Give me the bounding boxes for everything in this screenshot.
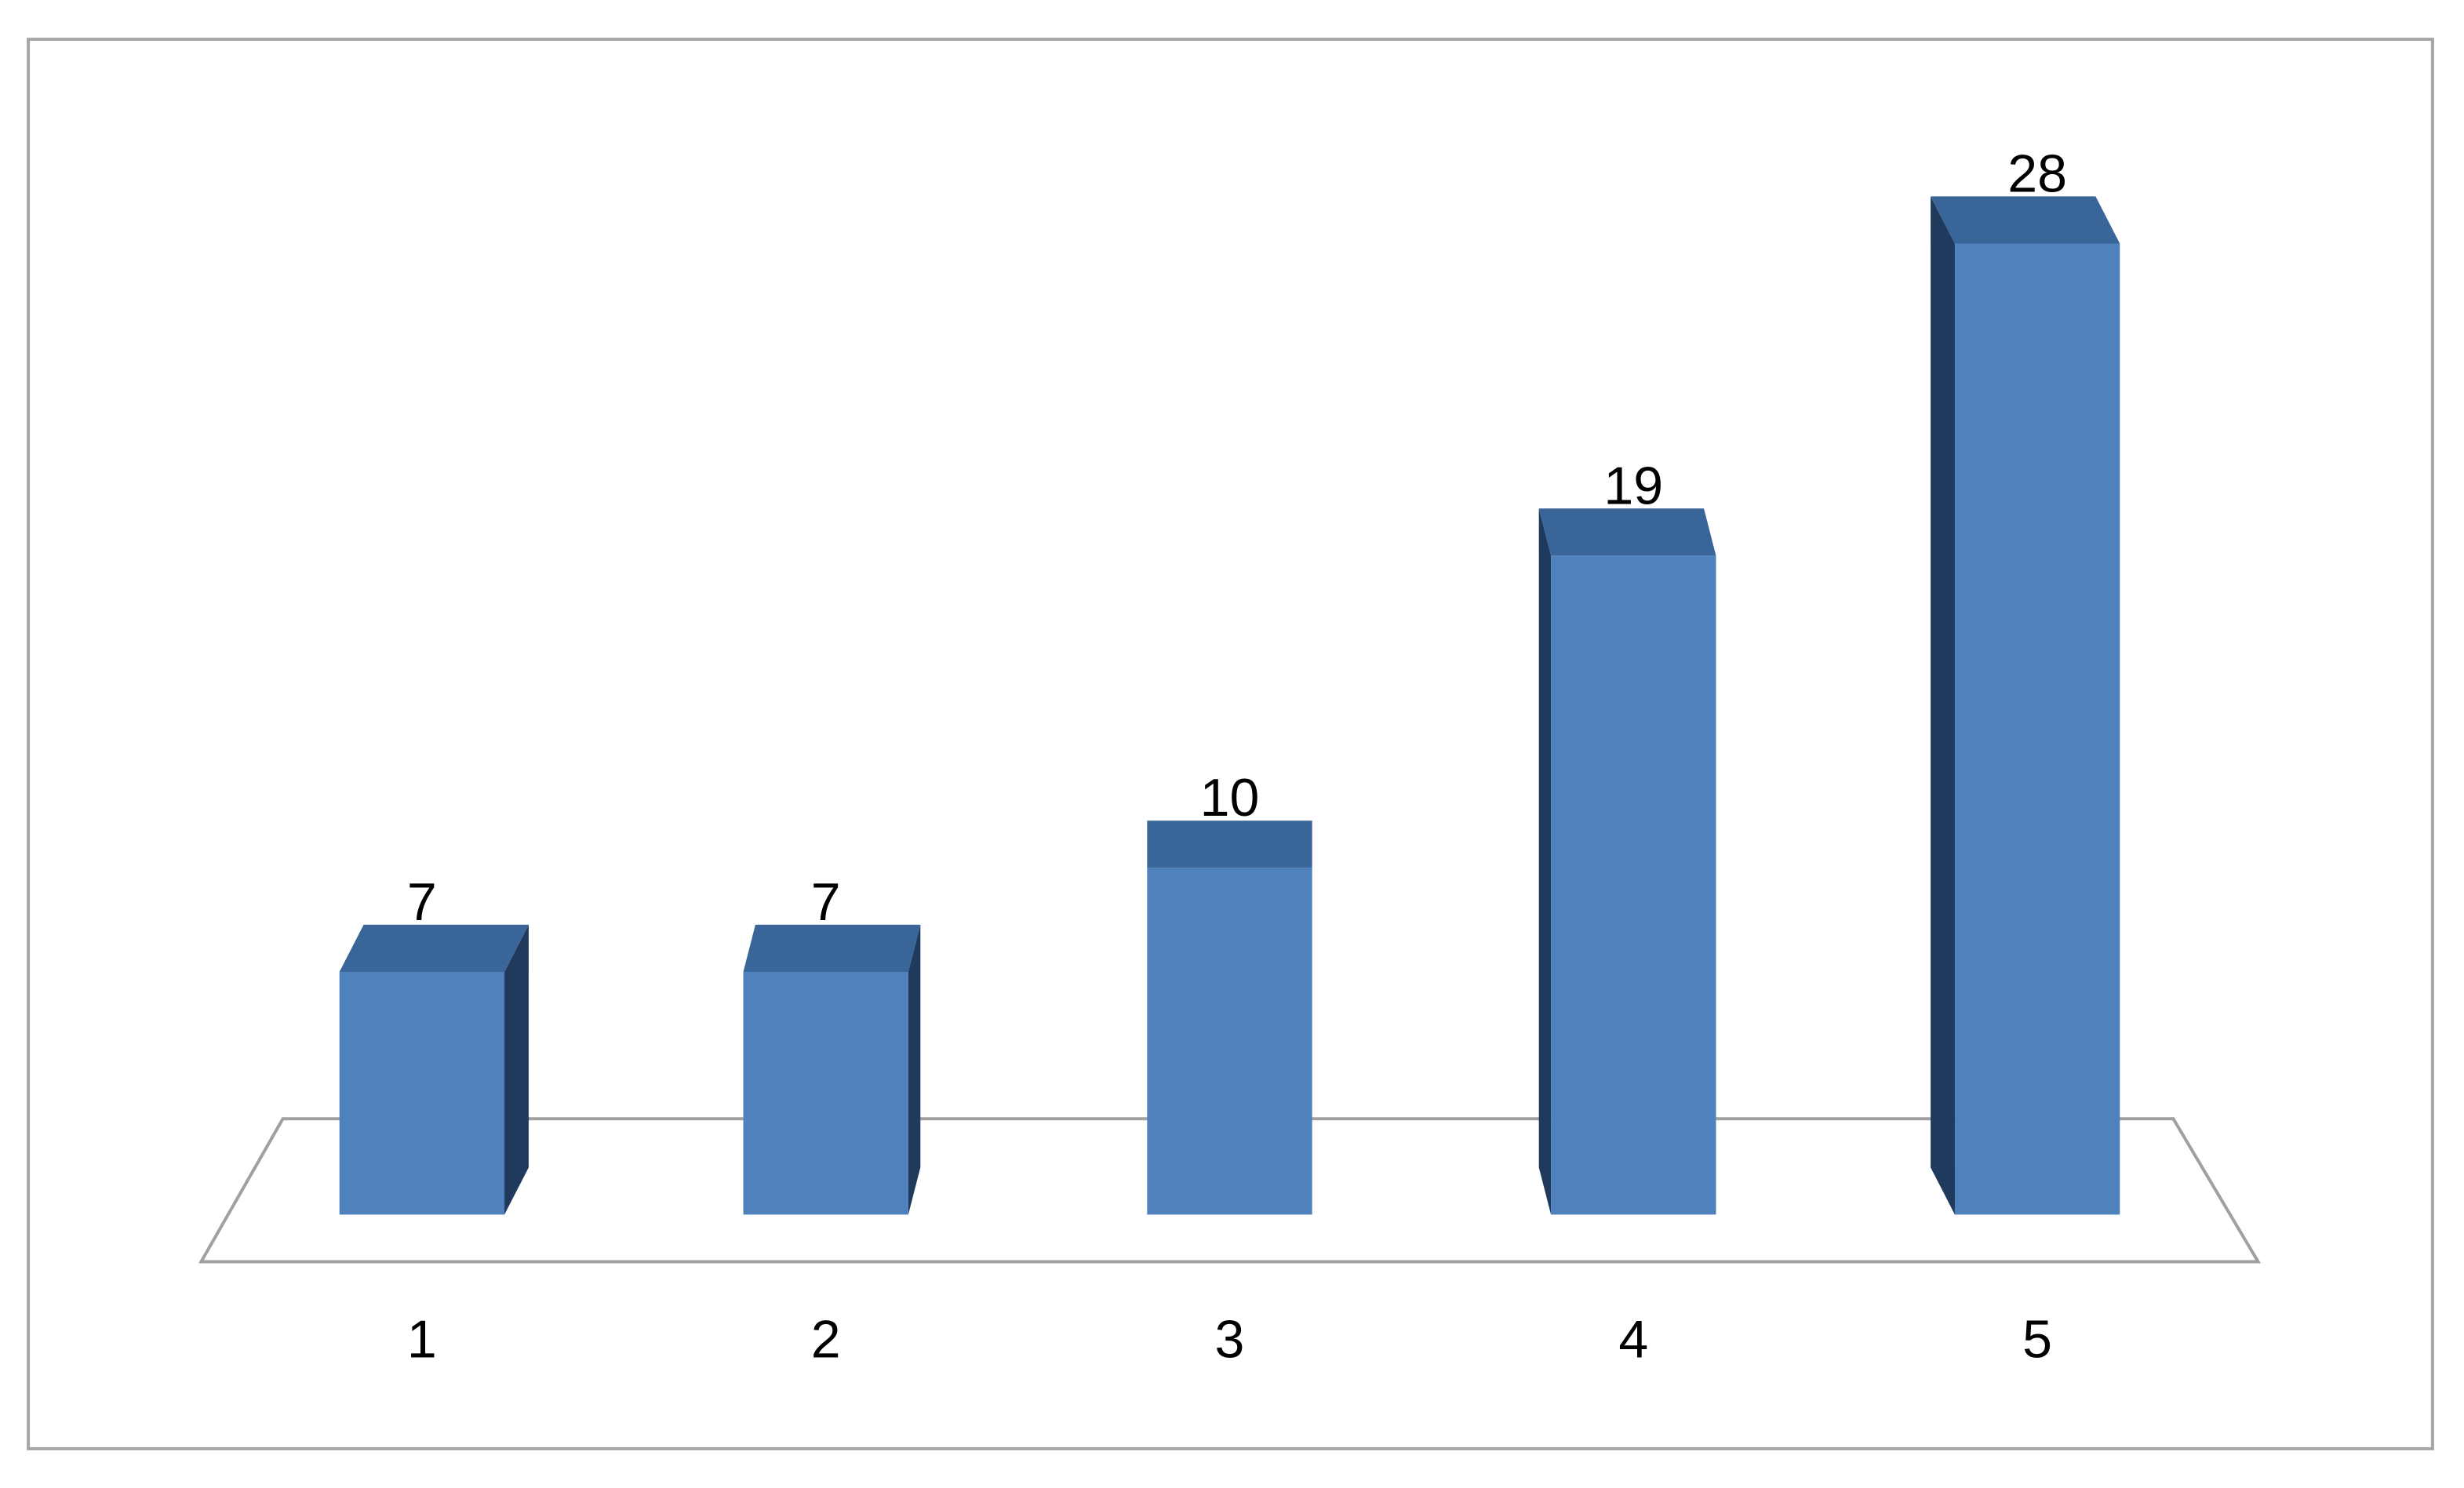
data-label: 10 (1200, 768, 1260, 828)
bar-side (504, 924, 529, 1215)
x-tick-label: 4 (1618, 1310, 1648, 1370)
x-tick-label: 3 (1215, 1310, 1245, 1370)
bar (339, 971, 505, 1215)
bar-side (1538, 508, 1552, 1215)
bar-top (1931, 196, 2120, 244)
bar-top (339, 924, 529, 972)
bar (1551, 555, 1716, 1215)
bar-side (908, 924, 921, 1215)
bar (743, 971, 908, 1215)
bar-side (1931, 196, 1955, 1215)
bar (1954, 243, 2120, 1215)
data-label: 7 (407, 872, 437, 932)
bar-top (1147, 820, 1312, 868)
data-label: 7 (811, 872, 841, 932)
data-label: 19 (1603, 456, 1663, 515)
bar-top (743, 924, 921, 972)
bar (1147, 868, 1312, 1215)
data-label: 28 (2007, 144, 2067, 203)
x-tick-label: 1 (407, 1310, 437, 1370)
bar-top (1538, 508, 1716, 556)
x-tick-label: 5 (2022, 1310, 2052, 1370)
x-tick-label: 2 (811, 1310, 841, 1370)
